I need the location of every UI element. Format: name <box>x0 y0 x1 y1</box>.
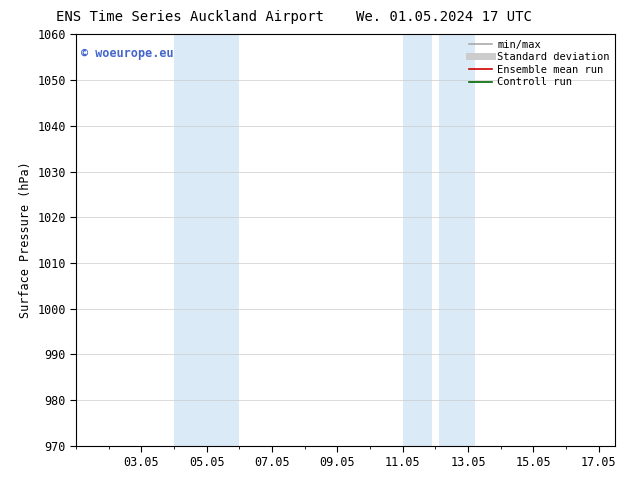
Bar <box>403 34 432 446</box>
Text: © woeurope.eu: © woeurope.eu <box>81 47 174 60</box>
Text: ENS Time Series Auckland Airport: ENS Time Series Auckland Airport <box>56 10 324 24</box>
Bar <box>174 34 240 446</box>
Y-axis label: Surface Pressure (hPa): Surface Pressure (hPa) <box>18 162 32 318</box>
Bar <box>439 34 474 446</box>
Text: We. 01.05.2024 17 UTC: We. 01.05.2024 17 UTC <box>356 10 532 24</box>
Legend: min/max, Standard deviation, Ensemble mean run, Controll run: min/max, Standard deviation, Ensemble me… <box>469 40 610 87</box>
